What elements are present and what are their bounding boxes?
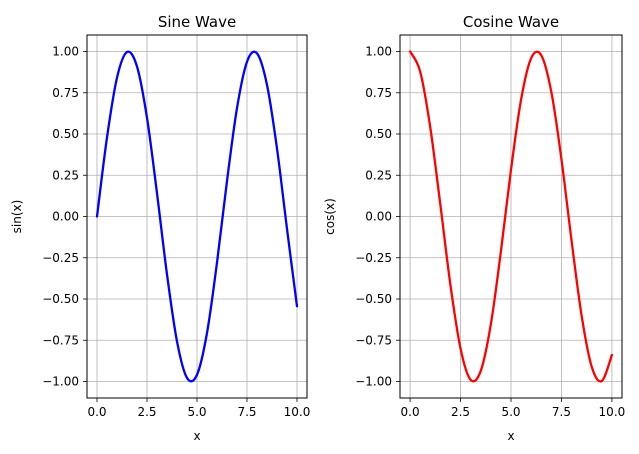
sine-x-axis-label: x [193, 429, 200, 443]
sine-y-tick-label: −0.75 [42, 333, 79, 347]
cosine-y-tick-label: −0.25 [355, 251, 392, 265]
sine-y-tick-label: −1.00 [42, 375, 79, 389]
cosine-y-tick-label: 1.00 [365, 45, 392, 59]
cosine-y-tick-label: 0.00 [365, 210, 392, 224]
sine-x-tick-label: 7.5 [237, 405, 256, 419]
cosine-x-tick-label: 7.5 [552, 405, 571, 419]
sine-chart-title: Sine Wave [158, 13, 236, 31]
sine-y-tick-label: 0.25 [52, 168, 79, 182]
sine-y-tick-label: −0.25 [42, 251, 79, 265]
sine-y-tick-label: 0.50 [52, 127, 79, 141]
chart-sine: 0.0 2.5 5.0 7.5 10.0 1.00 0.75 0.50 0.25 0.00 −0.2… [10, 13, 310, 443]
cosine-y-axis-label: cos(x) [323, 198, 337, 235]
sine-series-line [95, 50, 299, 383]
sine-x-tick-label: 2.5 [137, 405, 156, 419]
sine-x-tick-label: 5.0 [187, 405, 206, 419]
cosine-x-tick-label: 2.5 [451, 405, 470, 419]
sine-y-tick-label: −0.50 [42, 292, 79, 306]
sine-x-tick-label: 0.0 [87, 405, 106, 419]
cosine-x-axis-label: x [507, 429, 514, 443]
cosine-x-tick-label: 5.0 [501, 405, 520, 419]
cosine-y-tick-label: −1.00 [355, 375, 392, 389]
cosine-chart-title: Cosine Wave [463, 13, 559, 31]
cosine-y-tick-label: −0.75 [355, 333, 392, 347]
sine-y-tick-label: 1.00 [52, 45, 79, 59]
cosine-series-line [408, 50, 614, 383]
chart-cosine: 0.0 2.5 5.0 7.5 10.0 1.00 0.75 0.50 0.25 0.00 −0.2… [323, 13, 625, 443]
cosine-x-tick-label: 0.0 [401, 405, 420, 419]
sine-y-axis-label: sin(x) [10, 200, 24, 234]
cosine-y-tick-label: −0.50 [355, 292, 392, 306]
cosine-y-tick-label: 0.75 [365, 86, 392, 100]
sine-y-tick-label: 0.00 [52, 210, 79, 224]
cosine-x-tick-label: 10.0 [599, 405, 626, 419]
sine-y-tick-label: 0.75 [52, 86, 79, 100]
sine-x-tick-label: 10.0 [284, 405, 311, 419]
cosine-y-tick-label: 0.50 [365, 127, 392, 141]
cosine-y-tick-label: 0.25 [365, 168, 392, 182]
